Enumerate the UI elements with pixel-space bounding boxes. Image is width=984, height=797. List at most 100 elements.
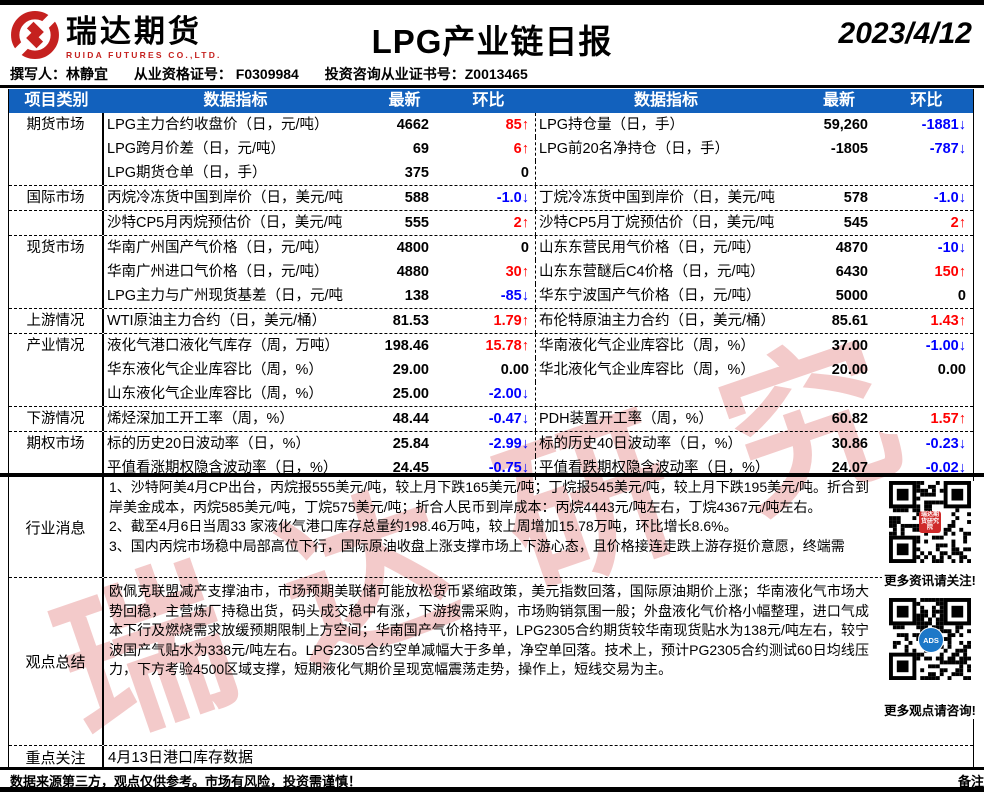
key-focus-label: 重点关注 xyxy=(9,746,104,769)
table-body: 期货市场 LPG主力合约收盘价（日，元/吨） 4662 85↑ LPG持仓量（日，手） 5… xyxy=(9,113,973,480)
change-value: -10↓ xyxy=(937,240,966,256)
latest-value: 578 xyxy=(843,190,868,206)
viewpoint-summary-section: 观点总结 欧佩克联盟减产支撑油市，市场预期美联储可能放松货币紧缩政策，美元指数回… xyxy=(9,578,973,746)
latest-value: 25.00 xyxy=(392,386,429,402)
latest-value: 48.44 xyxy=(392,411,429,427)
footer-divider-thick xyxy=(0,767,984,770)
indicator-name: 平值看涨期权隐含波动率（日，%） xyxy=(107,460,338,476)
change-value: 0.00 xyxy=(937,362,966,378)
latest-value: 60.82 xyxy=(831,411,868,427)
latest-value: 5000 xyxy=(835,288,868,304)
latest-value xyxy=(797,382,881,406)
top-border-bar xyxy=(0,0,984,5)
col-header-latest: 最新 xyxy=(388,92,421,109)
brand-subtitle: RUIDA FUTURES CO.,LTD. xyxy=(66,49,222,60)
header-divider xyxy=(0,85,984,88)
indicator-name: LPG前20名净持仓（日，手） xyxy=(535,137,797,161)
qr-caption-1: 更多资讯请关注! xyxy=(884,574,976,588)
table-row: LPG跨月价差（日，元/吨） 69 6↑ LPG前20名净持仓（日，手） -1805 -7… xyxy=(9,137,973,161)
change-value: 2↑ xyxy=(950,215,966,231)
change-value: 1.43↑ xyxy=(930,313,966,329)
indicator-name: 华南广州国产气价格（日，元/吨） xyxy=(107,240,329,256)
latest-value: 198.46 xyxy=(384,338,429,354)
industry-news-section: 行业消息 1、沙特阿美4月CP出台，丙烷报555美元/吨，较上月下跌165美元/… xyxy=(9,477,973,578)
news-paragraph: 2、截至4月6日当周33 家液化气港口库存总量约198.46万吨，较上周增加15… xyxy=(109,518,738,534)
key-focus-section: 重点关注 4月13日港口库存数据 xyxy=(9,746,973,769)
latest-value: 81.53 xyxy=(392,313,429,329)
indicator-name xyxy=(535,161,797,185)
change-value: 0 xyxy=(520,165,529,181)
indicator-name: LPG跨月价差（日，元/吨） xyxy=(107,141,286,157)
category-label: 期权市场 xyxy=(9,432,104,456)
indicator-name: 烯烃深加工开工率（周，%） xyxy=(107,411,294,427)
table-row: 期权市场 标的历史20日波动率（日，%） 25.84 -2.99↓ 标的历史40日波动率… xyxy=(9,431,973,456)
table-row: LPG主力与广州现货基差（日，元/吨 138 -85↓ 华东宁波国产气价格（日，元/吨… xyxy=(9,284,973,308)
indicator-name: 华东液化气企业库容比（周，%） xyxy=(107,362,323,378)
table-row: 华南广州进口气价格（日，元/吨） 4880 30↑ 山东东营醚后C4价格（日，元/吨）… xyxy=(9,260,973,284)
col-header-indicator: 数据指标 xyxy=(203,92,268,109)
ads-logo-icon: ADS xyxy=(918,627,944,653)
latest-value: 375 xyxy=(404,165,429,181)
author-info-line: 撰写人：林静宜 从业资格证号： F0309984 投资咨询从业证书号：Z0013… xyxy=(10,64,550,84)
change-value: 0 xyxy=(520,240,529,256)
indicator-name: LPG期货仓单（日，手） xyxy=(107,165,267,181)
brand-block: 瑞达期货 RUIDA FUTURES CO.,LTD. xyxy=(8,8,222,65)
col-header-category: 项目类别 xyxy=(24,92,89,109)
latest-value: 138 xyxy=(404,288,429,304)
latest-value: 4662 xyxy=(396,117,429,133)
latest-value: 69 xyxy=(412,141,429,157)
footer-note: 备注 xyxy=(958,774,984,789)
col-header-indicator-2: 数据指标 xyxy=(633,92,698,109)
table-row: 上游情况 WTI原油主力合约（日，美元/桶） 81.53 1.79↑ 布伦特原油主力合约… xyxy=(9,308,973,333)
indicator-name: LPG持仓量（日，手） xyxy=(535,113,797,137)
latest-value: 37.00 xyxy=(831,338,868,354)
indicator-name: PDH装置开工率（周，%） xyxy=(535,407,797,431)
table-row: 下游情况 烯烃深加工开工率（周，%） 48.44 -0.47↓ PDH装置开工率（周，%… xyxy=(9,406,973,431)
category-label xyxy=(9,382,104,406)
category-label: 下游情况 xyxy=(9,407,104,431)
industry-news-body: 1、沙特阿美4月CP出台，丙烷报555美元/吨，较上月下跌165美元/吨；丁烷报… xyxy=(104,477,973,577)
qr-code-news: 瑞达期货研究院 xyxy=(889,481,971,568)
category-label xyxy=(9,284,104,308)
indicator-name: 平值看跌期权隐含波动率（日，%） xyxy=(535,456,797,480)
category-label: 上游情况 xyxy=(9,309,104,333)
indicator-name: 华北液化气企业库容比（周，%） xyxy=(535,358,797,382)
news-paragraph: 3、国内丙烷市场稳中局部高位下行，国际原油收盘上涨支撑市场上下游心态，且价格接连… xyxy=(109,537,845,554)
table-row: 沙特CP5月丙烷预估价（日，美元/吨 555 2↑ 沙特CP5月丁烷预估价（日，美元/… xyxy=(9,210,973,235)
change-value: -1.00↓ xyxy=(925,338,966,354)
indicator-name: 沙特CP5月丙烷预估价（日，美元/吨 xyxy=(107,215,343,231)
brand-name: 瑞达期货 xyxy=(66,13,202,49)
category-label: 现货市场 xyxy=(9,236,104,260)
viewpoint-summary-body: 欧佩克联盟减产支撑油市，市场预期美联储可能放松货币紧缩政策，美元指数回落，国际原… xyxy=(109,583,869,677)
latest-value: 30.86 xyxy=(831,436,868,452)
change-value: 150↑ xyxy=(934,264,966,280)
change-value: 1.79↑ xyxy=(493,313,529,329)
change-value: -1881↓ xyxy=(921,117,966,133)
change-value: 6↑ xyxy=(513,141,529,157)
category-label xyxy=(9,358,104,382)
category-label: 国际市场 xyxy=(9,186,104,210)
latest-value: 20.00 xyxy=(831,362,868,378)
change-value: -85↓ xyxy=(500,288,529,304)
indicator-name: 华东宁波国产气价格（日，元/吨） xyxy=(535,284,797,308)
qr-code-consult: ADS xyxy=(889,598,971,685)
industry-news-label: 行业消息 xyxy=(9,477,104,577)
col-header-latest-2: 最新 xyxy=(822,92,855,109)
viewpoint-summary-label: 观点总结 xyxy=(9,578,104,745)
table-row: LPG期货仓单（日，手） 375 0 xyxy=(9,161,973,185)
latest-value: 545 xyxy=(843,215,868,231)
table-row: 华东液化气企业库容比（周，%） 29.00 0.00 华北液化气企业库容比（周，%） 2… xyxy=(9,358,973,382)
indicator-name: 山东东营民用气价格（日，元/吨） xyxy=(535,236,797,260)
indicator-name: 华南液化气企业库容比（周，%） xyxy=(535,334,797,358)
change-value: 2↑ xyxy=(513,215,529,231)
table-header-row: 项目类别 数据指标 最新 环比 数据指标 最新 环比 xyxy=(9,89,973,113)
latest-value xyxy=(797,161,881,185)
qr-caption-2: 更多观点请咨询! xyxy=(884,704,976,718)
change-value: -787↓ xyxy=(929,141,966,157)
change-value: -2.99↓ xyxy=(488,436,529,452)
latest-value: -1805 xyxy=(830,141,868,157)
indicator-name: 沙特CP5月丁烷预估价（日，美元/吨 xyxy=(535,211,797,235)
advisor-number: 投资咨询从业证书号：Z0013465 xyxy=(324,66,528,82)
lower-sections: 行业消息 1、沙特阿美4月CP出台，丙烷报555美元/吨，较上月下跌165美元/… xyxy=(8,477,974,769)
ruida-research-logo-icon: 瑞达期货研究院 xyxy=(919,511,941,533)
